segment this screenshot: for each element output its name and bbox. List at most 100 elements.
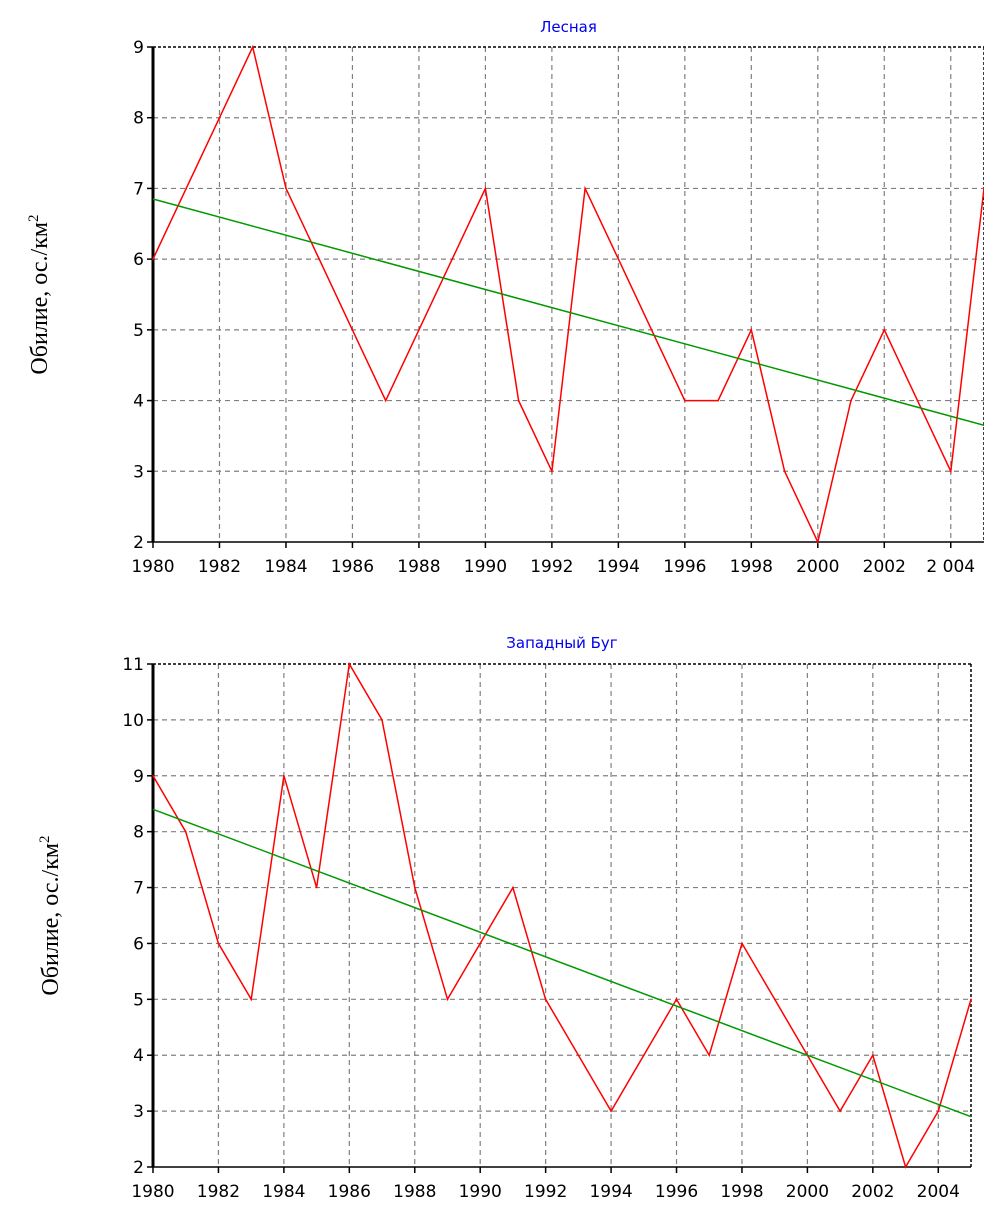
x-tick-label: 1984 <box>264 557 307 577</box>
trend-line <box>152 808 972 1118</box>
y-tick-label: 6 <box>133 250 144 270</box>
data-point <box>675 998 678 1001</box>
trend-line <box>152 198 984 427</box>
y-tick-label: 2 <box>133 1158 144 1178</box>
data-point <box>446 998 449 1001</box>
chart-title: Западный Буг <box>506 634 618 652</box>
y-tick-label: 8 <box>133 109 144 129</box>
x-tick-label: 1990 <box>464 557 507 577</box>
y-axis-label-text: Обилие, ос./км <box>38 843 64 996</box>
data-point <box>351 329 354 331</box>
x-tick-label: 1996 <box>655 1182 698 1202</box>
data-point <box>218 116 221 119</box>
x-tick-label: 1984 <box>262 1182 305 1202</box>
data-point <box>773 998 776 1001</box>
data-point <box>517 399 520 402</box>
y-tick-label: 4 <box>133 392 144 412</box>
data-point <box>916 399 919 402</box>
y-tick-label: 5 <box>133 990 144 1010</box>
data-point <box>817 541 819 543</box>
chart-zapadny-bug: 2 3 4 5 6 7 8 9 10 11 1980 1982 1984 1986 1988 1990 1992… <box>37 634 972 1202</box>
y-axis-label-text: Обилие, ос./км <box>27 222 53 375</box>
data-point <box>251 46 254 48</box>
y-tick-label: 10 <box>122 711 144 731</box>
data-point <box>384 399 387 402</box>
data-point <box>750 329 753 331</box>
data-point <box>708 1054 711 1057</box>
data-point <box>650 329 653 331</box>
data-point <box>741 942 743 945</box>
data-point <box>185 187 188 190</box>
x-tick-label: 1998 <box>720 1182 763 1202</box>
data-point <box>217 942 220 945</box>
data-point <box>479 942 482 945</box>
y-axis-label: Обилие, ос./км2 <box>26 214 53 374</box>
data-point <box>717 399 719 402</box>
y-tick-label: 9 <box>133 38 144 58</box>
data-point <box>348 663 351 665</box>
data-point <box>152 258 154 260</box>
data-point <box>318 258 321 260</box>
x-tick-label: 2000 <box>796 557 839 577</box>
data-point <box>949 470 952 473</box>
x-tick-label: 1982 <box>198 557 241 577</box>
y-axis-label-superscript: 2 <box>37 835 53 843</box>
data-point <box>512 886 514 889</box>
y-tick-label: 7 <box>133 879 144 899</box>
data-point <box>285 187 287 190</box>
x-tick-label: 1980 <box>131 1182 174 1202</box>
data-point <box>904 1166 907 1168</box>
y-tick-label: 3 <box>133 462 144 482</box>
data-point <box>484 187 487 190</box>
x-tick-label: 1986 <box>331 557 374 577</box>
x-tick-label: 2002 <box>863 557 906 577</box>
data-point <box>839 1110 841 1112</box>
x-tick-label: 1980 <box>131 557 174 577</box>
x-tick-label: 1994 <box>589 1182 632 1202</box>
y-tick-label: 2 <box>133 533 144 553</box>
data-point <box>584 187 586 190</box>
x-tick-label: 1986 <box>328 1182 371 1202</box>
x-tick-label: 1988 <box>393 1182 436 1202</box>
y-tick-label: 3 <box>133 1102 144 1122</box>
data-point <box>850 399 852 402</box>
x-tick-label: 1994 <box>597 557 640 577</box>
data-point <box>283 774 285 777</box>
chart-title: Лесная <box>540 18 597 36</box>
x-tick-label: 1988 <box>397 557 440 577</box>
data-point <box>250 998 252 1001</box>
data-point <box>577 1054 580 1057</box>
y-tick-label: 7 <box>133 179 144 199</box>
y-tick-label: 6 <box>133 934 144 954</box>
chart-lesnaya: 2 3 4 5 6 7 8 9 1980 1982 1984 1986 1988 1990 1992 1994… <box>26 18 984 577</box>
plot-area <box>153 47 984 542</box>
data-point <box>783 470 786 473</box>
y-tick-label: 9 <box>133 767 144 787</box>
data-point <box>544 998 547 1001</box>
y-axis-label-superscript: 2 <box>26 214 42 222</box>
y-tick-label: 8 <box>133 823 144 843</box>
data-point <box>937 1110 940 1112</box>
x-tick-label: 1992 <box>524 1182 567 1202</box>
data-point <box>152 774 154 777</box>
x-tick-label: 2 004 <box>926 557 975 577</box>
data-point <box>970 998 972 1001</box>
x-tick-label: 2002 <box>851 1182 894 1202</box>
x-tick-label: 1982 <box>197 1182 240 1202</box>
data-point <box>381 719 383 721</box>
abundance-line <box>152 44 984 545</box>
x-tick-label: 1990 <box>459 1182 502 1202</box>
y-tick-label: 5 <box>133 321 144 341</box>
x-tick-label: 1998 <box>730 557 773 577</box>
data-point <box>872 1054 874 1057</box>
data-point <box>684 399 686 402</box>
x-tick-label: 2000 <box>786 1182 829 1202</box>
data-point <box>315 886 318 889</box>
data-point <box>610 1110 612 1112</box>
data-point <box>184 830 187 833</box>
abundance-line <box>152 661 972 1169</box>
y-tick-label: 4 <box>133 1046 144 1066</box>
data-point <box>551 470 553 473</box>
data-point <box>883 329 886 331</box>
